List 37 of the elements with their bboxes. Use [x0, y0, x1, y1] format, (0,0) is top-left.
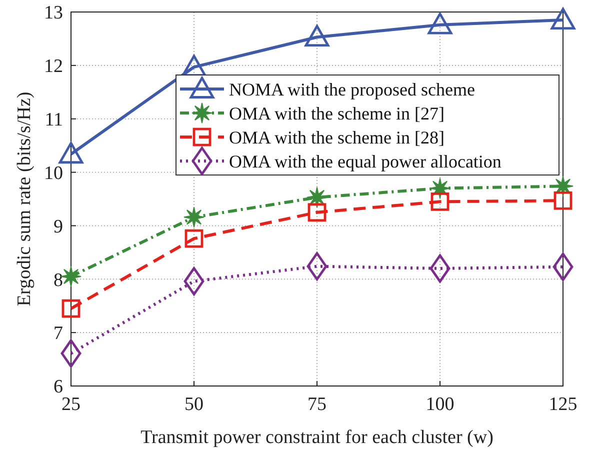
- y-tick-label: 7: [54, 323, 63, 344]
- y-tick-label: 9: [54, 216, 63, 238]
- x-tick-label: 100: [426, 394, 454, 415]
- y-tick-label: 10: [44, 162, 63, 184]
- point: [430, 192, 450, 211]
- y-tick-label: 13: [44, 2, 63, 24]
- point: [184, 229, 204, 248]
- x-tick-label: 25: [62, 394, 80, 415]
- x-axis-title: Transmit power constraint for each cluster (w): [140, 427, 494, 448]
- point: [58, 142, 84, 164]
- point: [304, 24, 330, 47]
- y-tick-label: 6: [54, 376, 63, 398]
- point: [60, 266, 82, 287]
- legend-label: OMA with the scheme in [28]: [229, 127, 444, 148]
- point: [554, 191, 572, 210]
- point: [550, 8, 576, 30]
- point: [430, 254, 450, 283]
- point: [552, 252, 574, 282]
- legend-label: OMA with the scheme in [27]: [229, 103, 444, 124]
- x-tick-label: 75: [308, 394, 326, 415]
- point: [182, 54, 206, 76]
- y-axis-title: Ergodic sum rate (bits/s/Hz): [14, 92, 35, 306]
- point: [62, 299, 80, 318]
- point: [308, 203, 326, 222]
- point: [184, 206, 204, 228]
- legend-label: OMA with the equal power allocation: [229, 151, 502, 172]
- point: [306, 252, 328, 281]
- x-tick-label: 50: [184, 394, 204, 415]
- y-tick-label: 11: [44, 110, 63, 131]
- y-tick-label: 8: [54, 270, 63, 291]
- x-tick-label: 125: [548, 394, 578, 415]
- point: [184, 267, 204, 296]
- y-tick-label: 12: [44, 56, 63, 78]
- point: [306, 186, 328, 208]
- point: [428, 12, 452, 34]
- point: [60, 339, 82, 368]
- legend-label: NOMA with the proposed scheme: [229, 79, 475, 100]
